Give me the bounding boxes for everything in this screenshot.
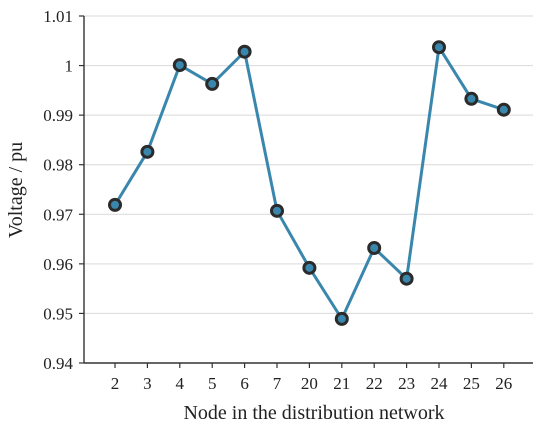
x-tick-label: 4: [176, 374, 185, 393]
x-tick-label: 7: [273, 374, 282, 393]
x-tick-label: 22: [366, 374, 383, 393]
data-point: [302, 260, 317, 275]
x-tick-label: 21: [333, 374, 350, 393]
y-tick-label: 0.94: [43, 354, 73, 373]
y-tick-label: 0.98: [43, 156, 73, 175]
data-point: [432, 40, 446, 55]
data-point: [464, 91, 479, 106]
series-line: [113, 45, 505, 321]
y-tick-label: 0.99: [43, 106, 73, 125]
x-tick-label: 26: [495, 374, 512, 393]
y-tick-label: 1: [65, 57, 74, 76]
data-point: [496, 102, 511, 117]
data-point: [270, 203, 284, 218]
data-point: [140, 144, 155, 159]
x-tick-label: 5: [208, 374, 217, 393]
x-axis-title: Node in the distribution network: [183, 402, 444, 424]
data-point: [172, 58, 187, 73]
y-tick-labels: 0.94 0.95 0.96 0.97 0.98 0.99 1 1.01: [43, 7, 73, 373]
x-tick-label: 25: [463, 374, 480, 393]
y-tick-label: 0.95: [43, 304, 73, 323]
axes: [79, 15, 533, 368]
x-tick-label: 2: [111, 374, 120, 393]
x-tick-label: 6: [240, 374, 249, 393]
x-tick-labels: 2 3 4 5 6 7 20 21 22 23 24 25 26: [111, 374, 513, 393]
y-tick-label: 1.01: [43, 7, 73, 26]
y-axis-title: Voltage / pu: [5, 142, 27, 238]
x-tick-label: 3: [143, 374, 152, 393]
x-tick-label: 24: [431, 374, 449, 393]
data-point: [237, 44, 252, 59]
data-point: [334, 311, 349, 326]
y-tick-label: 0.96: [43, 255, 73, 274]
x-tick-label: 23: [398, 374, 415, 393]
data-series: [108, 40, 511, 326]
data-point: [367, 240, 382, 255]
grid-lines: [84, 15, 533, 314]
data-point: [399, 271, 414, 286]
y-tick-label: 0.97: [43, 205, 73, 224]
data-point: [205, 76, 220, 91]
data-point: [108, 197, 122, 212]
x-tick-label: 20: [301, 374, 318, 393]
